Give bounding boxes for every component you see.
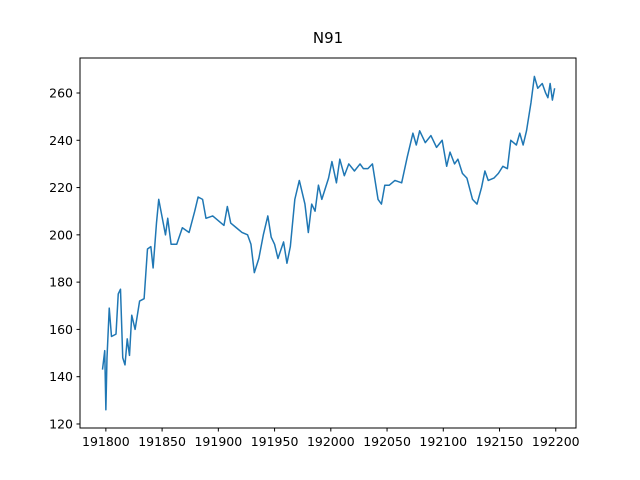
y-tick-label: 200 xyxy=(49,227,73,242)
x-tick-label: 192050 xyxy=(363,434,411,449)
y-tick-label: 140 xyxy=(49,369,73,384)
y-tick-label: 240 xyxy=(49,133,73,148)
x-tick-label: 192100 xyxy=(419,434,467,449)
x-tick-label: 192000 xyxy=(307,434,355,449)
chart-title: N91 xyxy=(313,29,343,47)
x-tick-label: 192150 xyxy=(476,434,524,449)
y-tick-label: 220 xyxy=(49,180,73,195)
x-tick-label: 191950 xyxy=(251,434,299,449)
x-tick-label: 191850 xyxy=(138,434,186,449)
data-line xyxy=(101,75,556,411)
x-tick-label: 192200 xyxy=(532,434,580,449)
y-tick-label: 160 xyxy=(49,322,73,337)
y-tick-label: 120 xyxy=(49,416,73,431)
x-tick-label: 191800 xyxy=(82,434,130,449)
y-tick-label: 180 xyxy=(49,275,73,290)
x-tick-label: 191900 xyxy=(194,434,242,449)
plot-frame xyxy=(79,57,577,429)
y-tick-label: 260 xyxy=(49,85,73,100)
